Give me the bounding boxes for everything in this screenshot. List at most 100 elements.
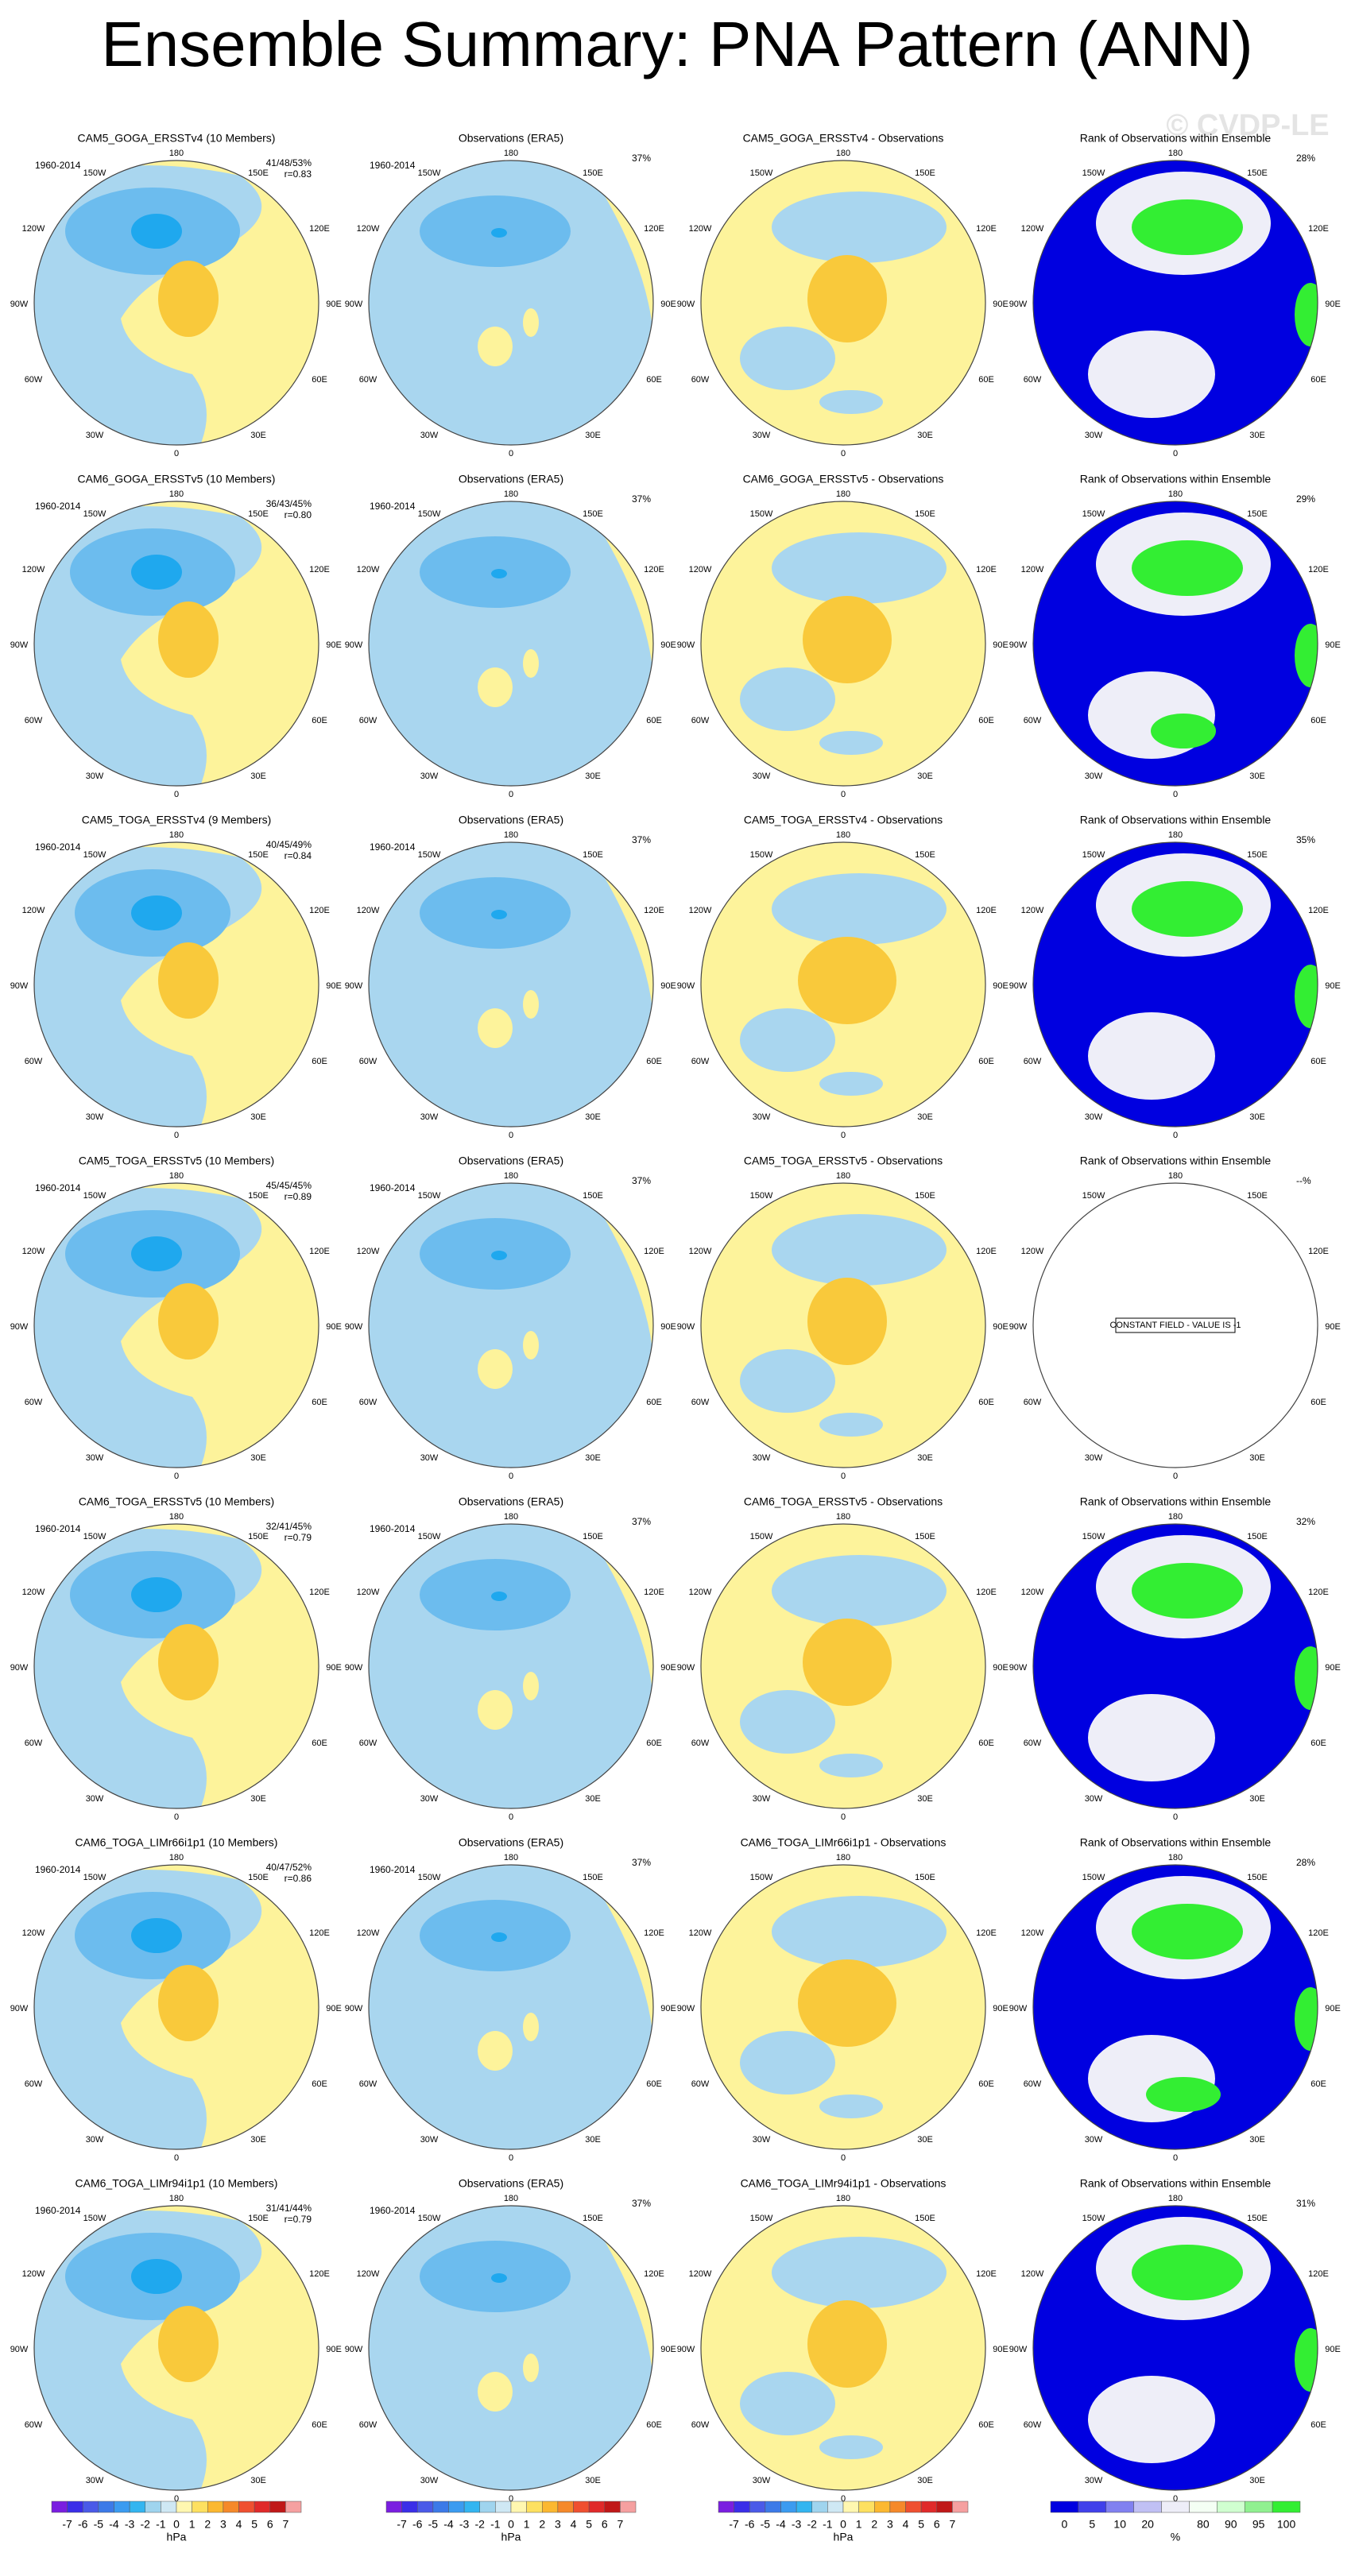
colorbar-box bbox=[827, 2501, 844, 2513]
lon-label: 150E bbox=[248, 850, 269, 860]
lon-label: 180 bbox=[836, 1171, 850, 1181]
colorbar-box bbox=[385, 2501, 402, 2513]
lon-label: 0 bbox=[174, 1472, 179, 1481]
lon-label: 180 bbox=[504, 2194, 518, 2203]
colorbar-label: 3 bbox=[887, 2518, 893, 2531]
lon-label: 60E bbox=[646, 2079, 662, 2089]
panel-title: CAM5_GOGA_ERSSTv4 (10 Members) bbox=[78, 132, 276, 145]
lon-label: 120E bbox=[976, 906, 997, 915]
lon-label: 30W bbox=[1085, 2476, 1103, 2485]
low-core bbox=[131, 895, 182, 930]
lon-label: 150W bbox=[1082, 168, 1105, 178]
colorbar-label: -5 bbox=[94, 2518, 104, 2531]
lon-label: 150W bbox=[418, 168, 441, 178]
pattern-stats: 45/45/45% bbox=[266, 1180, 312, 1191]
lon-label: 30E bbox=[917, 1453, 933, 1463]
lon-label: 150E bbox=[583, 1532, 603, 1541]
colorbar-label: -6 bbox=[78, 2518, 88, 2531]
map bbox=[701, 501, 985, 786]
colorbar-box bbox=[269, 2501, 286, 2513]
map bbox=[1033, 161, 1318, 445]
low-core bbox=[491, 1932, 507, 1942]
lon-label: 60E bbox=[312, 716, 327, 725]
lon-label: 30W bbox=[86, 2135, 104, 2145]
high-region bbox=[803, 1619, 892, 1706]
lon-label: 90E bbox=[660, 2345, 676, 2354]
lon-label: 150E bbox=[915, 168, 935, 178]
colorbar-label: 6 bbox=[934, 2518, 940, 2531]
panel-title: CAM6_TOGA_ERSSTv5 (10 Members) bbox=[79, 1495, 274, 1508]
map-border bbox=[368, 841, 654, 1127]
lon-label: 30W bbox=[420, 431, 439, 440]
lon-label: 30E bbox=[250, 1453, 266, 1463]
rank-pct: 28% bbox=[1296, 153, 1315, 164]
lon-label: 60W bbox=[359, 2079, 377, 2089]
lon-label: 60E bbox=[312, 375, 327, 385]
map bbox=[1033, 1865, 1318, 2149]
colorbar-unit: hPa bbox=[167, 2531, 187, 2543]
lon-label: 150W bbox=[750, 1191, 773, 1201]
colorbar-label: -2 bbox=[807, 2518, 818, 2531]
high-patch bbox=[478, 2372, 513, 2412]
low-core bbox=[131, 2259, 182, 2294]
panel-title: Rank of Observations within Ensemble bbox=[1080, 814, 1272, 826]
low-core bbox=[131, 555, 182, 590]
pattern-corr: r=0.83 bbox=[285, 168, 312, 180]
high-region bbox=[803, 596, 892, 683]
colorbar-label: 3 bbox=[555, 2518, 561, 2531]
low-core bbox=[491, 1592, 507, 1601]
low-patch bbox=[772, 1896, 947, 1967]
lon-label: 0 bbox=[1173, 1131, 1178, 1140]
lon-label: 60E bbox=[312, 1057, 327, 1066]
lon-label: 30W bbox=[753, 2476, 771, 2485]
lon-label: 120W bbox=[1021, 2269, 1044, 2279]
colorbar-label: 4 bbox=[236, 2518, 242, 2531]
colorbar-box bbox=[765, 2501, 781, 2513]
lon-label: 150E bbox=[1247, 2214, 1268, 2223]
lon-label: 0 bbox=[841, 2494, 846, 2504]
map bbox=[34, 161, 319, 445]
lon-label: 120E bbox=[309, 1928, 330, 1938]
panel-title: Observations (ERA5) bbox=[459, 814, 563, 826]
pattern-stats: 41/48/53% bbox=[266, 157, 312, 168]
lon-label: 60E bbox=[978, 1398, 994, 1407]
low-patch bbox=[819, 1754, 883, 1777]
lon-label: 0 bbox=[174, 2153, 179, 2163]
colorbar-box bbox=[936, 2501, 953, 2513]
map-border bbox=[1032, 1523, 1318, 1809]
colorbar-box bbox=[811, 2501, 828, 2513]
map bbox=[369, 1865, 653, 2149]
lon-label: 150E bbox=[248, 168, 269, 178]
colorbar-label: -1 bbox=[490, 2518, 501, 2531]
low-patch bbox=[772, 191, 947, 263]
lon-label: 30W bbox=[86, 1453, 104, 1463]
colorbar-box bbox=[432, 2501, 449, 2513]
lon-label: 60E bbox=[978, 2079, 994, 2089]
lon-label: 60E bbox=[1310, 1398, 1326, 1407]
period: 1960-2014 bbox=[35, 501, 81, 512]
map-border bbox=[1032, 2205, 1318, 2491]
lon-label: 120W bbox=[22, 2269, 45, 2279]
map bbox=[369, 2206, 653, 2490]
period: 1960-2014 bbox=[35, 2205, 81, 2216]
lon-label: 60W bbox=[1024, 2420, 1042, 2430]
lon-label: 90E bbox=[326, 2345, 342, 2354]
lon-label: 90W bbox=[10, 2004, 29, 2013]
lon-label: 30E bbox=[1249, 1794, 1265, 1804]
high-rank bbox=[1295, 283, 1318, 346]
lon-label: 90W bbox=[1009, 981, 1028, 991]
lon-label: 60E bbox=[1310, 2079, 1326, 2089]
lon-label: 60W bbox=[25, 2079, 43, 2089]
lon-label: 0 bbox=[1173, 2153, 1178, 2163]
colorbar-unit: % bbox=[1171, 2531, 1180, 2543]
lon-label: 120E bbox=[644, 565, 664, 574]
lon-label: 150W bbox=[83, 509, 106, 519]
lon-label: 30E bbox=[585, 2135, 601, 2145]
low-patch bbox=[772, 1555, 947, 1626]
lon-label: 60E bbox=[978, 1739, 994, 1748]
panel-title: Observations (ERA5) bbox=[459, 2177, 563, 2190]
variance-pct: 37% bbox=[632, 2198, 651, 2209]
low-patch bbox=[740, 2031, 835, 2094]
lon-label: 90W bbox=[677, 2345, 695, 2354]
colorbar-box bbox=[207, 2501, 224, 2513]
